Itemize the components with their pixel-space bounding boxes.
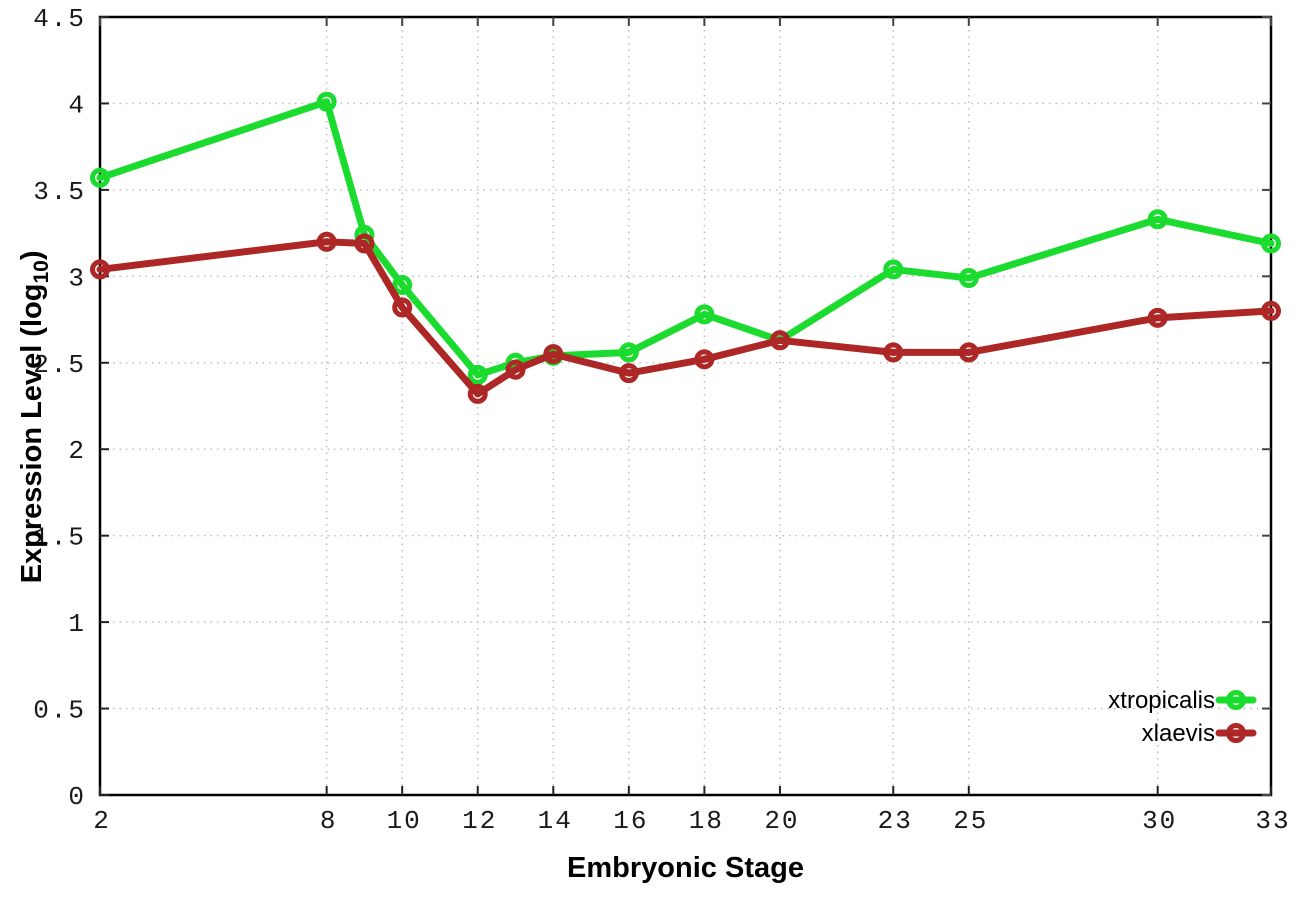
x-tick-label: 23 (878, 806, 913, 836)
data-point-xtropicalis (883, 259, 904, 280)
x-tick-label: 14 (538, 806, 573, 836)
y-tick-label: 1.5 (33, 523, 86, 553)
data-point-xtropicalis (316, 91, 337, 112)
data-point-xlaevis (505, 359, 526, 380)
series-line-xlaevis (96, 238, 1275, 398)
data-point-xtropicalis (618, 342, 639, 363)
x-tick-label: 33 (1255, 806, 1290, 836)
data-point-xlaevis (618, 363, 639, 384)
data-point-xtropicalis (1261, 233, 1281, 254)
y-axis-title-close: ) (16, 250, 49, 261)
data-point-xlaevis (694, 349, 715, 370)
data-point-xlaevis (316, 231, 337, 252)
data-point-xlaevis (90, 259, 110, 280)
y-axis-title-main: Expression Level (log (16, 283, 49, 584)
data-point-xtropicalis (694, 304, 715, 325)
y-tick-label: 4 (68, 90, 86, 120)
data-point-xlaevis (1261, 300, 1281, 321)
data-point-xlaevis (769, 330, 790, 351)
x-tick-label: 18 (689, 806, 724, 836)
data-point-xlaevis (543, 344, 564, 365)
y-tick-label: 3 (68, 263, 86, 293)
x-axis-title: Embryonic Stage (567, 852, 804, 884)
y-tick-label: 0.5 (33, 696, 86, 726)
x-tick-label: 8 (320, 806, 338, 836)
x-tick-label: 20 (764, 806, 799, 836)
y-tick-label: 2.5 (33, 350, 86, 380)
legend-marker-xtropicalis (1226, 690, 1246, 710)
x-tick-label: 2 (93, 806, 111, 836)
legend-label-xlaevis: xlaevis (1142, 720, 1215, 747)
data-point-xtropicalis (1147, 209, 1168, 230)
data-point-xlaevis (1147, 307, 1168, 328)
series-line-xtropicalis (96, 98, 1275, 379)
y-axis-title-subscript: 10 (29, 260, 53, 284)
data-point-xtropicalis (90, 167, 110, 188)
x-tick-label: 12 (462, 806, 497, 836)
legend-marker-xlaevis (1226, 723, 1246, 743)
y-tick-label: 0 (68, 782, 86, 812)
x-tick-label: 16 (613, 806, 648, 836)
data-point-xlaevis (354, 233, 375, 254)
data-point-xlaevis (392, 297, 413, 318)
data-point-xtropicalis (958, 268, 979, 289)
data-point-xlaevis (958, 342, 979, 363)
data-point-xtropicalis (392, 274, 413, 295)
data-point-xlaevis (883, 342, 904, 363)
x-tick-label: 25 (953, 806, 988, 836)
y-tick-label: 1 (68, 609, 86, 639)
y-tick-label: 2 (68, 436, 86, 466)
y-tick-label: 4.5 (33, 4, 86, 34)
data-point-xtropicalis (467, 364, 488, 385)
x-tick-label: 10 (387, 806, 422, 836)
x-tick-label: 30 (1142, 806, 1177, 836)
data-point-xlaevis (467, 383, 488, 404)
y-tick-label: 3.5 (33, 177, 86, 207)
plot-border (98, 15, 1273, 797)
legend-label-xtropicalis: xtropicalis (1108, 687, 1215, 714)
y-axis-title: Expression Level (log10) (16, 207, 54, 627)
